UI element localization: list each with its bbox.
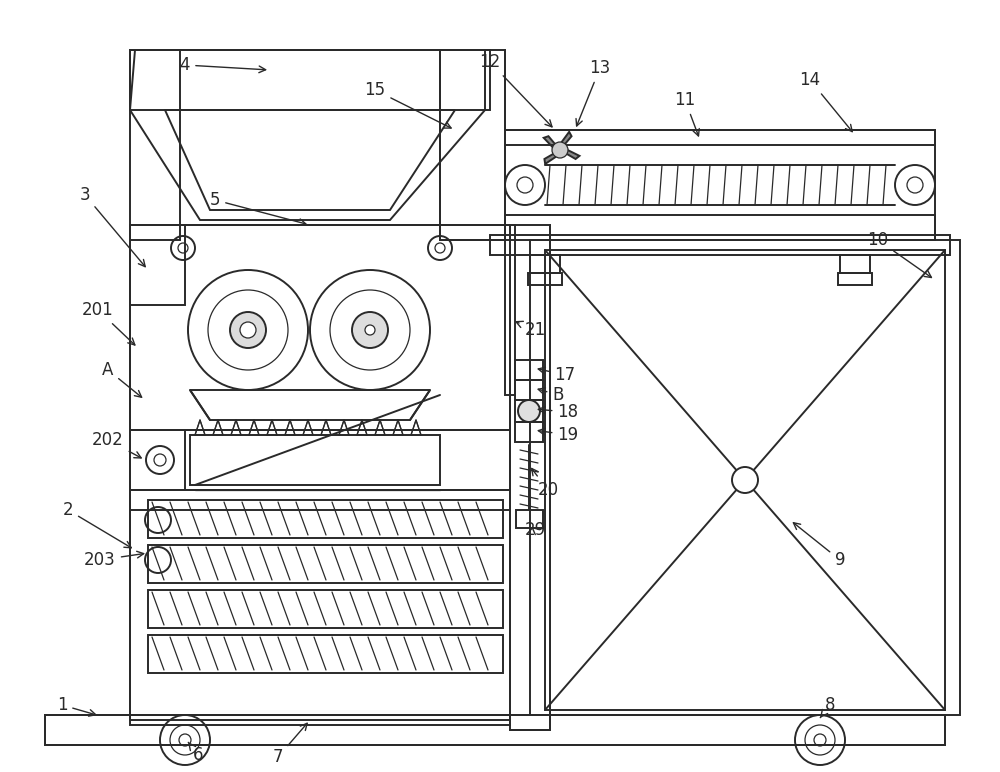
Polygon shape xyxy=(560,132,572,150)
Bar xyxy=(148,635,503,673)
Text: 4: 4 xyxy=(180,56,266,74)
Bar xyxy=(516,510,543,528)
Circle shape xyxy=(552,142,568,158)
Text: 10: 10 xyxy=(867,231,931,277)
Text: 13: 13 xyxy=(576,59,611,126)
Circle shape xyxy=(518,400,540,422)
Polygon shape xyxy=(544,136,560,150)
Bar xyxy=(130,430,510,490)
Bar xyxy=(130,225,510,430)
Bar xyxy=(840,255,870,273)
Bar xyxy=(505,130,935,240)
Text: 11: 11 xyxy=(674,91,699,136)
Text: 18: 18 xyxy=(538,403,579,421)
Text: 17: 17 xyxy=(538,366,576,384)
Text: 14: 14 xyxy=(799,71,852,132)
Text: 203: 203 xyxy=(84,551,144,569)
Bar xyxy=(148,545,503,583)
Text: 1: 1 xyxy=(57,696,96,716)
Bar xyxy=(45,715,945,745)
Text: 201: 201 xyxy=(82,301,135,345)
Polygon shape xyxy=(560,150,579,159)
Bar xyxy=(130,225,510,725)
Bar xyxy=(130,490,510,510)
Text: 29: 29 xyxy=(524,521,546,539)
Bar xyxy=(505,225,515,395)
Circle shape xyxy=(240,322,256,338)
Text: 2: 2 xyxy=(63,501,131,548)
Circle shape xyxy=(365,325,375,335)
Text: 19: 19 xyxy=(538,426,579,444)
Text: 3: 3 xyxy=(80,186,145,266)
Text: 8: 8 xyxy=(820,696,835,718)
Text: 7: 7 xyxy=(273,723,307,766)
Bar xyxy=(838,273,872,285)
Bar xyxy=(440,50,505,240)
Circle shape xyxy=(732,467,758,493)
Circle shape xyxy=(230,312,266,348)
Bar xyxy=(130,50,490,110)
Bar xyxy=(515,360,543,380)
Text: A: A xyxy=(102,361,142,398)
Circle shape xyxy=(352,312,388,348)
Bar xyxy=(530,255,560,273)
Text: B: B xyxy=(538,386,564,404)
Bar xyxy=(130,430,185,490)
Bar xyxy=(530,240,960,715)
Text: 21: 21 xyxy=(516,321,546,339)
Bar xyxy=(130,490,510,720)
Bar xyxy=(528,273,562,285)
Bar xyxy=(490,235,950,255)
Bar xyxy=(505,130,935,145)
Bar xyxy=(148,500,503,538)
Polygon shape xyxy=(544,150,560,164)
Text: 202: 202 xyxy=(92,431,141,458)
Bar xyxy=(45,715,945,745)
Bar xyxy=(148,590,503,628)
Text: 12: 12 xyxy=(479,53,552,127)
Bar xyxy=(130,225,185,305)
Bar xyxy=(515,400,543,422)
Bar xyxy=(510,225,550,730)
Bar xyxy=(515,422,543,442)
Text: 6: 6 xyxy=(188,743,203,764)
Bar xyxy=(190,435,440,485)
Text: 9: 9 xyxy=(793,523,845,569)
Bar xyxy=(130,50,180,240)
Text: 5: 5 xyxy=(210,191,306,225)
Text: 15: 15 xyxy=(364,81,451,128)
Text: 20: 20 xyxy=(532,469,559,499)
Bar xyxy=(515,380,543,400)
